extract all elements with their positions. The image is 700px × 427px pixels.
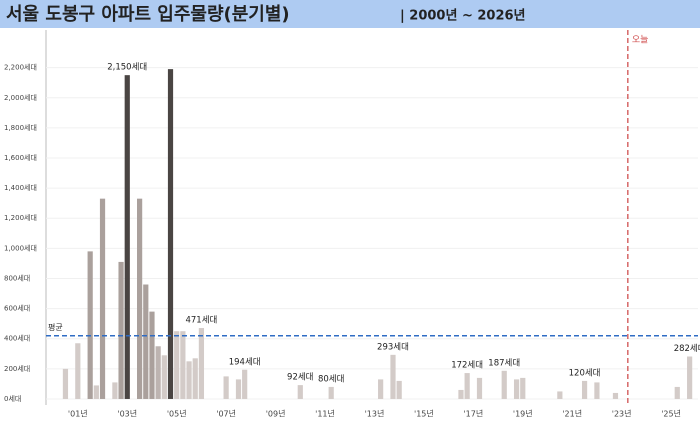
bar bbox=[137, 198, 143, 399]
x-tick-label: '23년 bbox=[612, 409, 632, 419]
today-label: 오늘 bbox=[632, 35, 649, 46]
chart-subtitle: | 2000년 ~ 2026년 bbox=[400, 9, 526, 24]
bar bbox=[124, 75, 130, 399]
x-tick-label: '13년 bbox=[365, 409, 385, 419]
x-tick-label: '25년 bbox=[661, 409, 681, 419]
value-label: 172세대 bbox=[451, 361, 483, 371]
x-tick-label: '15년 bbox=[414, 409, 434, 419]
bar bbox=[390, 354, 396, 399]
value-label: 80세대 bbox=[318, 374, 344, 384]
value-label: 120세대 bbox=[569, 368, 601, 378]
y-tick-label: 2,200세대 bbox=[4, 63, 37, 72]
value-label: 2,150세대 bbox=[107, 63, 147, 73]
bar bbox=[155, 346, 161, 399]
bar bbox=[297, 385, 303, 399]
bar bbox=[520, 377, 526, 399]
title-bar bbox=[0, 0, 700, 28]
value-label: 187세대 bbox=[488, 358, 520, 368]
average-label: 평균 bbox=[48, 322, 63, 332]
bar bbox=[513, 379, 520, 399]
bar bbox=[458, 389, 464, 399]
bar bbox=[581, 380, 588, 399]
y-tick-label: 1,600세대 bbox=[4, 153, 37, 162]
x-tick-label: '21년 bbox=[562, 409, 582, 419]
bar bbox=[674, 386, 680, 399]
value-label: 293세대 bbox=[377, 342, 409, 352]
y-tick-label: 1,800세대 bbox=[4, 123, 37, 132]
bar bbox=[180, 331, 186, 399]
bar bbox=[174, 331, 180, 399]
bar bbox=[62, 368, 69, 399]
x-tick-label: '03년 bbox=[117, 409, 137, 419]
y-tick-label: 1,000세대 bbox=[4, 243, 37, 252]
value-label: 92세대 bbox=[287, 373, 313, 383]
bar bbox=[192, 358, 198, 399]
y-tick-label: 200세대 bbox=[4, 364, 30, 373]
x-tick-label: '05년 bbox=[167, 409, 187, 419]
bar bbox=[242, 369, 248, 399]
bar bbox=[223, 376, 229, 399]
bar bbox=[557, 391, 563, 399]
bar bbox=[143, 284, 149, 399]
bar bbox=[594, 382, 600, 399]
bar bbox=[687, 356, 693, 399]
y-tick-label: 600세대 bbox=[4, 304, 30, 313]
x-tick-label: '09년 bbox=[266, 409, 286, 419]
bar bbox=[118, 261, 124, 399]
bar bbox=[112, 382, 118, 399]
y-tick-label: 0세대 bbox=[4, 394, 21, 403]
value-label: 471세대 bbox=[185, 316, 217, 326]
bar bbox=[161, 355, 167, 399]
bar bbox=[149, 311, 155, 399]
bar bbox=[396, 380, 402, 399]
bar bbox=[501, 370, 507, 399]
bar bbox=[464, 373, 470, 399]
bar bbox=[93, 385, 99, 399]
bar bbox=[198, 328, 205, 399]
bar bbox=[328, 386, 334, 399]
y-tick-label: 1,400세대 bbox=[4, 183, 37, 192]
x-tick-label: '11년 bbox=[315, 409, 335, 419]
x-tick-label: '19년 bbox=[513, 409, 533, 419]
bar bbox=[75, 343, 81, 399]
y-tick-label: 2,000세대 bbox=[4, 93, 37, 102]
bar bbox=[167, 69, 174, 399]
x-tick-label: '17년 bbox=[463, 409, 483, 419]
x-tick-label: '01년 bbox=[68, 409, 88, 419]
x-tick-label: '07년 bbox=[216, 409, 236, 419]
bar bbox=[87, 251, 93, 399]
bar bbox=[186, 361, 192, 399]
y-tick-label: 1,200세대 bbox=[4, 213, 37, 222]
bar bbox=[235, 379, 242, 399]
value-label: 194세대 bbox=[229, 357, 261, 367]
y-tick-label: 800세대 bbox=[4, 273, 30, 282]
y-tick-label: 400세대 bbox=[4, 334, 30, 343]
bar bbox=[99, 198, 106, 399]
bar bbox=[378, 379, 384, 399]
bar bbox=[476, 377, 483, 399]
value-label: 282세대 bbox=[674, 344, 700, 354]
chart-title: 서울 도봉구 아파트 입주물량(분기별) bbox=[6, 3, 290, 25]
bar bbox=[612, 392, 619, 399]
